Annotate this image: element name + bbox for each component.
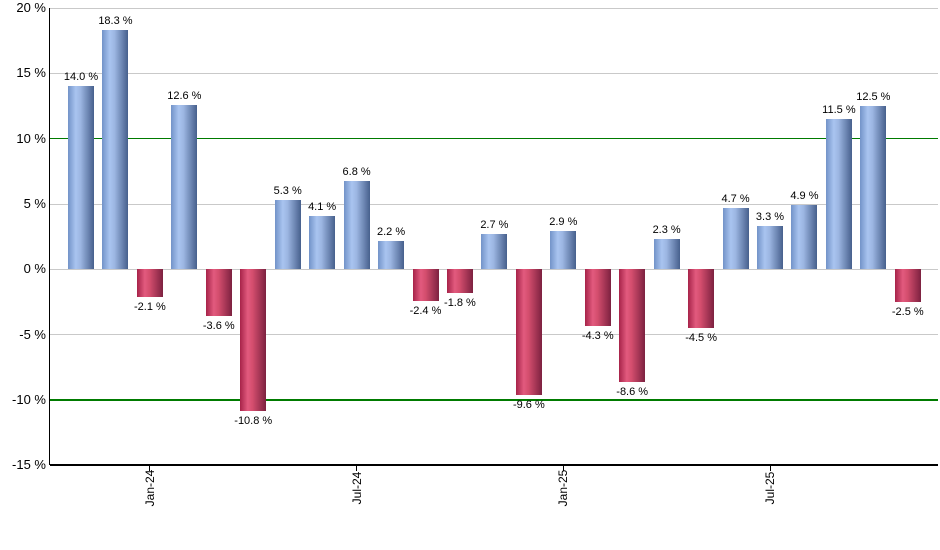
bar-value-label: 14.0 %	[63, 71, 99, 84]
bar-value-label: -2.1 %	[133, 300, 166, 313]
bar-value-label: -8.6 %	[616, 385, 649, 398]
y-gridline	[49, 72, 938, 74]
negative-return-bar	[205, 269, 232, 317]
positive-return-bar	[68, 86, 94, 270]
bar-value-label: 2.2 %	[376, 225, 406, 238]
x-axis-tick-label: Jan-24	[142, 470, 157, 507]
positive-return-bar	[274, 200, 301, 270]
y-gridline	[49, 7, 938, 9]
y-gridline	[49, 334, 938, 336]
y-gridline	[49, 268, 938, 270]
negative-return-bar	[136, 269, 163, 297]
y-axis-tick-label: 20 %	[16, 0, 46, 15]
y-gridline	[49, 203, 938, 205]
negative-return-bar	[619, 269, 646, 382]
y-axis-tick-label: 15 %	[16, 65, 46, 81]
bar-value-label: -2.4 %	[409, 304, 442, 317]
y-axis-tick-label: 0 %	[23, 261, 46, 277]
positive-return-bar	[757, 226, 783, 270]
positive-return-bar	[481, 234, 508, 270]
bar-value-label: -2.5 %	[891, 306, 924, 319]
bar-value-label: -4.3 %	[581, 329, 614, 342]
bar-value-label: -9.6 %	[512, 398, 545, 411]
positive-return-bar	[791, 205, 818, 270]
bar-value-label: 2.9 %	[549, 216, 578, 229]
negative-return-bar	[584, 269, 611, 326]
negative-return-bar	[515, 269, 542, 395]
positive-return-bar	[550, 231, 577, 270]
positive-return-bar	[102, 30, 129, 270]
x-axis-tick	[149, 466, 151, 472]
y-axis	[48, 8, 50, 466]
bar-value-label: -4.5 %	[685, 332, 717, 345]
bar-value-label: 5.3 %	[273, 185, 302, 198]
green-threshold-line	[49, 137, 938, 140]
positive-return-bar	[309, 215, 336, 270]
green-threshold-line	[49, 399, 938, 401]
negative-return-bar	[688, 269, 715, 329]
x-axis-tick-label: Jan-25	[556, 470, 571, 507]
negative-return-bar	[240, 269, 267, 411]
y-axis-tick-label: 10 %	[16, 130, 46, 146]
negative-return-bar	[894, 269, 921, 303]
x-axis-tick	[356, 466, 358, 472]
positive-return-bar	[378, 240, 405, 270]
negative-return-bar	[446, 269, 473, 293]
bar-value-label: 11.5 %	[822, 104, 856, 117]
bar-value-label: 3.3 %	[755, 211, 785, 224]
x-axis-tick-label: Jul-25	[763, 472, 777, 505]
positive-return-bar	[722, 207, 749, 270]
positive-return-bar	[860, 106, 887, 270]
bar-value-label: -1.8 %	[444, 296, 476, 309]
bar-value-label: 4.7 %	[721, 192, 750, 205]
bar-value-label: 12.5 %	[856, 91, 891, 104]
x-axis	[49, 464, 938, 467]
positive-return-bar	[343, 180, 370, 270]
bar-value-label: 4.9 %	[790, 190, 819, 203]
y-axis-tick-label: -5 %	[19, 326, 46, 342]
positive-return-bar	[825, 119, 852, 270]
y-axis-tick-label: 5 %	[23, 196, 46, 212]
bar-value-label: 18.3 %	[98, 15, 133, 28]
bar-value-label: 12.6 %	[167, 89, 202, 102]
y-axis-tick-label: -15 %	[12, 457, 46, 473]
x-axis-tick	[562, 466, 564, 472]
bar-value-label: 2.3 %	[652, 224, 681, 237]
y-axis-tick-label: -10 %	[12, 392, 46, 408]
bar-value-label: -3.6 %	[202, 320, 235, 333]
bar-value-label: 4.1 %	[308, 200, 337, 213]
negative-return-bar	[412, 269, 439, 301]
positive-return-bar	[653, 239, 680, 270]
bar-value-label: 6.8 %	[342, 165, 371, 178]
bar-value-label: -10.8 %	[234, 414, 273, 427]
x-axis-tick-label: Jul-24	[349, 472, 364, 505]
bar-value-label: 2.7 %	[480, 219, 509, 232]
positive-return-bar	[171, 104, 198, 270]
x-axis-tick	[769, 466, 771, 472]
